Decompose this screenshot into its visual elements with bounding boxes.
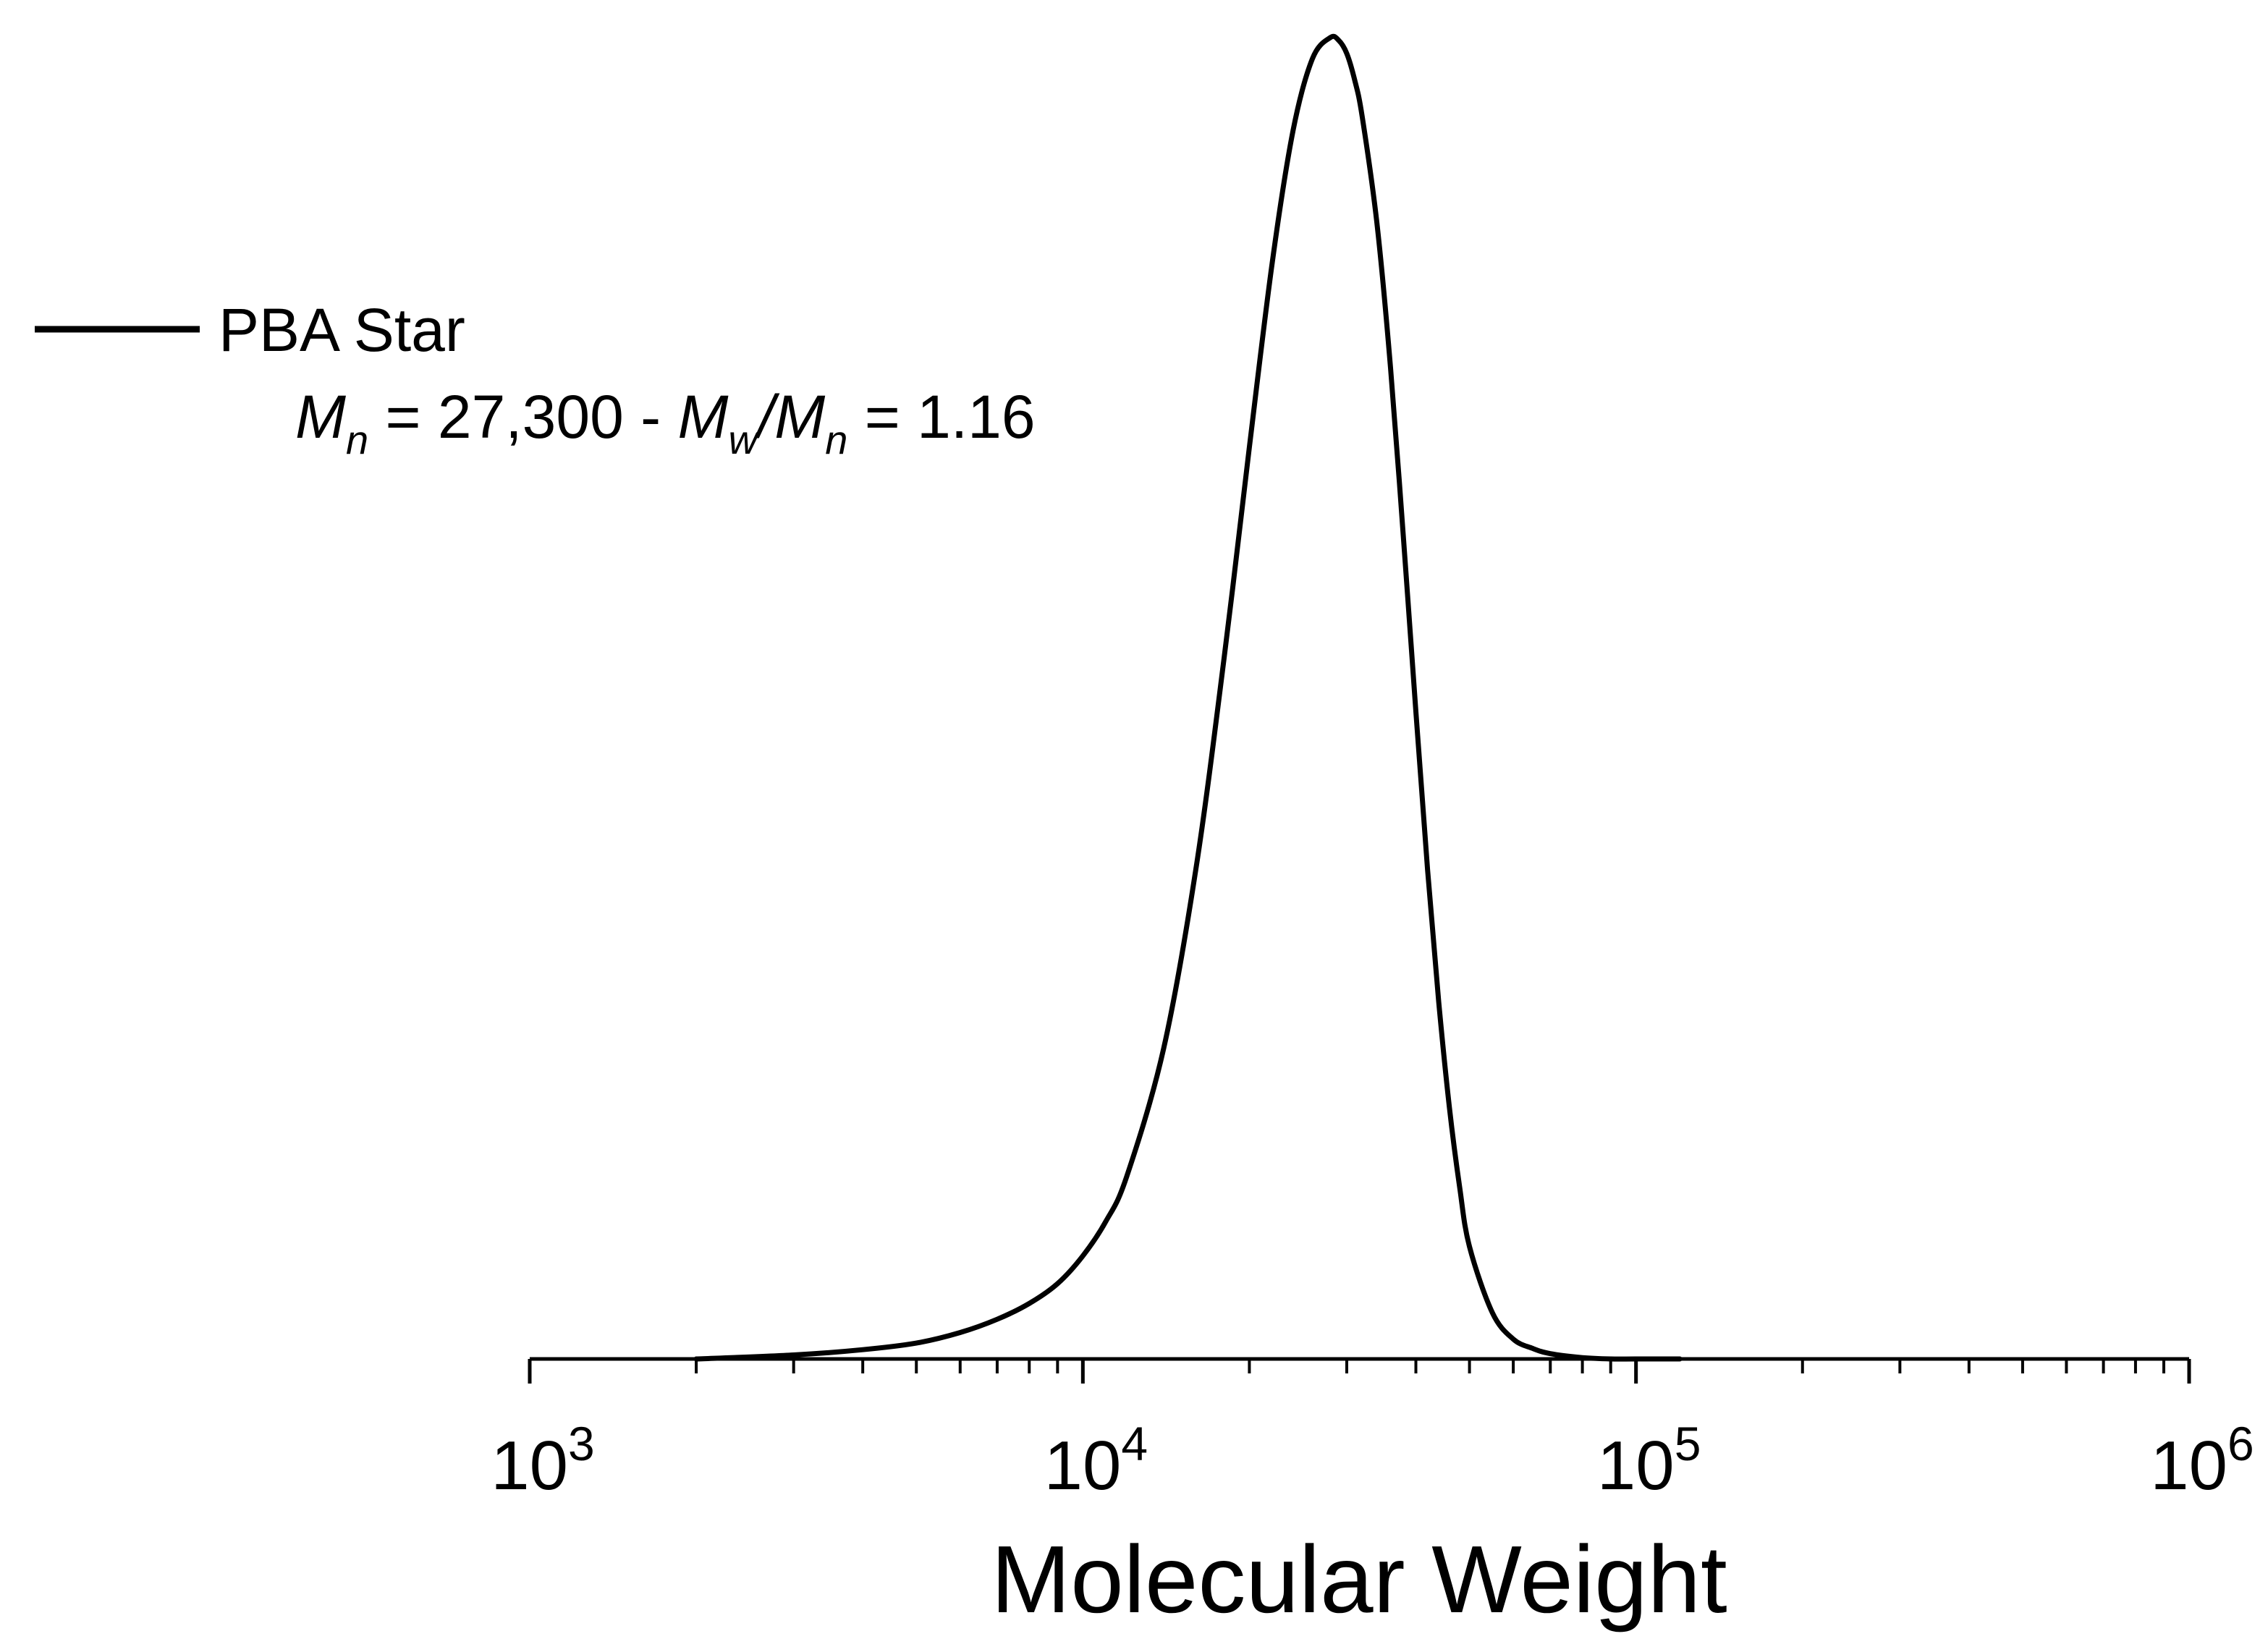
mn2-symbol: M bbox=[774, 383, 825, 451]
mn-value: = 27,300 - bbox=[368, 383, 677, 451]
x-axis bbox=[528, 1357, 2191, 1384]
x-tick-label: 104 bbox=[1044, 1417, 1148, 1504]
mw-subscript: w bbox=[728, 417, 760, 462]
mw-symbol: M bbox=[677, 383, 728, 451]
x-tick-label: 105 bbox=[1597, 1417, 1701, 1504]
legend: PBA Star Mn = 27,300 - Mw/Mn = 1.16 bbox=[35, 296, 1036, 462]
x-axis-title: Molecular Weight bbox=[991, 1526, 1727, 1632]
x-tick-label: 103 bbox=[491, 1417, 595, 1504]
x-tick-label: 106 bbox=[2150, 1417, 2254, 1504]
mn-symbol: M bbox=[295, 383, 346, 451]
legend-annotation: Mn = 27,300 - Mw/Mn = 1.16 bbox=[295, 383, 1036, 462]
plot-area bbox=[693, 33, 1683, 1362]
pdi-value: = 1.16 bbox=[847, 383, 1035, 451]
series-line-0 bbox=[693, 33, 1683, 1362]
mn2-subscript: n bbox=[825, 417, 847, 462]
legend-label: PBA Star bbox=[219, 296, 465, 364]
x-tick-labels: 103 104 105 106 bbox=[491, 1417, 2254, 1504]
mn-subscript: n bbox=[346, 417, 368, 462]
